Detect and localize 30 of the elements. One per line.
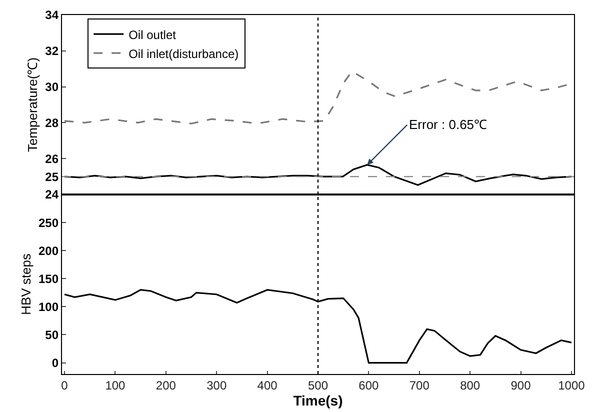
y-tick-label: 28 (45, 116, 59, 130)
legend-label: Oil inlet(disturbance) (128, 46, 239, 61)
x-axis-title: Time(s) (293, 392, 343, 408)
x-tick-label: 0 (61, 378, 68, 392)
y-tick-label: 0 (52, 356, 59, 370)
y-tick-label: 100 (38, 300, 59, 314)
x-tick-label: 1000 (558, 378, 586, 392)
y-tick-label: 24 (45, 188, 59, 202)
annotation: Error : 0.65℃ (409, 117, 488, 132)
y-tick-label: 34 (45, 8, 59, 22)
y-axis-title: HBV steps (18, 253, 34, 315)
x-tick-label: 100 (105, 378, 126, 392)
y-tick-label: 32 (45, 44, 59, 58)
y-tick-label: 50 (45, 328, 59, 342)
y-tick-label: 150 (38, 272, 59, 286)
x-tick-label: 800 (460, 378, 480, 392)
y-tick-label: 250 (38, 216, 59, 230)
x-tick-label: 600 (358, 378, 380, 392)
x-tick-label: 300 (206, 378, 227, 392)
y-tick-label: 25 (45, 170, 59, 184)
x-tick-label: 900 (510, 378, 532, 392)
legend-label: Oil outlet (128, 28, 177, 42)
x-tick-label: 200 (156, 378, 176, 392)
y-tick-label: 200 (38, 244, 59, 258)
x-tick-label: 700 (409, 378, 430, 392)
y-tick-label: 26 (45, 152, 59, 166)
x-tick-label: 500 (308, 378, 328, 392)
y-axis-title: Temperature(℃) (25, 57, 40, 152)
y-tick-label: 30 (45, 80, 59, 94)
x-tick-label: 400 (257, 378, 278, 392)
